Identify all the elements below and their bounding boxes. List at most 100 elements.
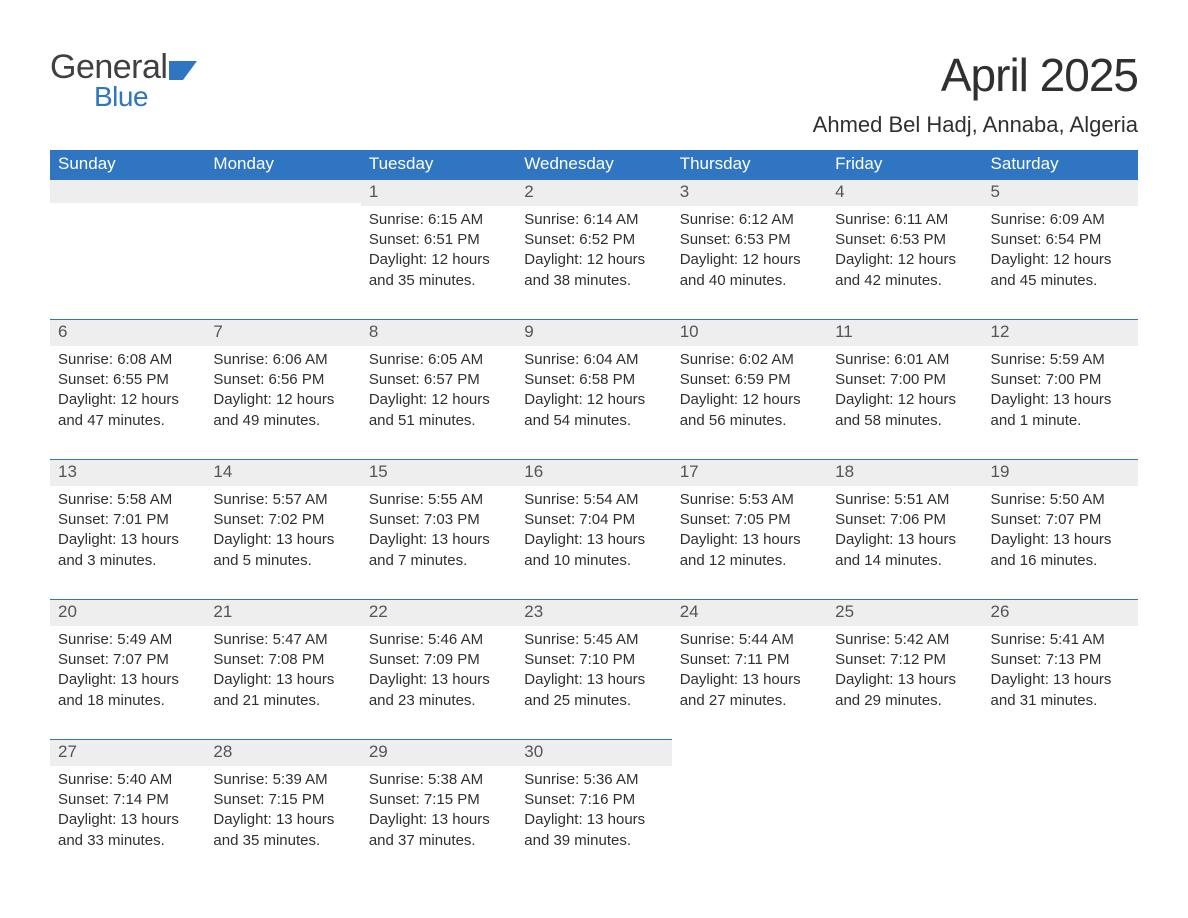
day-cell: 30Sunrise: 5:36 AMSunset: 7:16 PMDayligh… (516, 739, 671, 879)
day-details: Sunrise: 5:49 AMSunset: 7:07 PMDaylight:… (50, 626, 205, 719)
daylight-line2: and 21 minutes. (213, 691, 352, 711)
sunrise-text: Sunrise: 5:45 AM (524, 630, 663, 650)
daylight-line1: Daylight: 13 hours (213, 670, 352, 690)
day-details: Sunrise: 6:12 AMSunset: 6:53 PMDaylight:… (672, 206, 827, 299)
sunrise-text: Sunrise: 5:46 AM (369, 630, 508, 650)
daylight-line1: Daylight: 12 hours (680, 390, 819, 410)
dow-thursday: Thursday (672, 150, 827, 179)
day-cell: 8Sunrise: 6:05 AMSunset: 6:57 PMDaylight… (361, 319, 516, 459)
day-number: 7 (205, 319, 360, 346)
day-number: 15 (361, 459, 516, 486)
sunset-text: Sunset: 7:10 PM (524, 650, 663, 670)
day-details: Sunrise: 5:42 AMSunset: 7:12 PMDaylight:… (827, 626, 982, 719)
daylight-line1: Daylight: 13 hours (58, 810, 197, 830)
day-details: Sunrise: 5:39 AMSunset: 7:15 PMDaylight:… (205, 766, 360, 859)
day-cell: 7Sunrise: 6:06 AMSunset: 6:56 PMDaylight… (205, 319, 360, 459)
day-details: Sunrise: 6:04 AMSunset: 6:58 PMDaylight:… (516, 346, 671, 439)
daylight-line2: and 37 minutes. (369, 831, 508, 851)
day-cell: 27Sunrise: 5:40 AMSunset: 7:14 PMDayligh… (50, 739, 205, 879)
day-cell: 6Sunrise: 6:08 AMSunset: 6:55 PMDaylight… (50, 319, 205, 459)
day-cell: 12Sunrise: 5:59 AMSunset: 7:00 PMDayligh… (983, 319, 1138, 459)
sunrise-text: Sunrise: 6:09 AM (991, 210, 1130, 230)
month-title: April 2025 (813, 48, 1138, 102)
day-cell: 4Sunrise: 6:11 AMSunset: 6:53 PMDaylight… (827, 179, 982, 319)
day-details: Sunrise: 5:40 AMSunset: 7:14 PMDaylight:… (50, 766, 205, 859)
title-block: April 2025 Ahmed Bel Hadj, Annaba, Alger… (813, 48, 1138, 146)
logo-flag-icon (169, 58, 197, 80)
day-details: Sunrise: 5:58 AMSunset: 7:01 PMDaylight:… (50, 486, 205, 579)
sunrise-text: Sunrise: 5:54 AM (524, 490, 663, 510)
calendar-body: 1Sunrise: 6:15 AMSunset: 6:51 PMDaylight… (50, 179, 1138, 879)
daylight-line2: and 56 minutes. (680, 411, 819, 431)
day-cell: 23Sunrise: 5:45 AMSunset: 7:10 PMDayligh… (516, 599, 671, 739)
day-details: Sunrise: 5:44 AMSunset: 7:11 PMDaylight:… (672, 626, 827, 719)
sunset-text: Sunset: 6:55 PM (58, 370, 197, 390)
day-details: Sunrise: 6:11 AMSunset: 6:53 PMDaylight:… (827, 206, 982, 299)
day-cell: 3Sunrise: 6:12 AMSunset: 6:53 PMDaylight… (672, 179, 827, 319)
day-details: Sunrise: 5:47 AMSunset: 7:08 PMDaylight:… (205, 626, 360, 719)
sunrise-text: Sunrise: 5:53 AM (680, 490, 819, 510)
week-row: 1Sunrise: 6:15 AMSunset: 6:51 PMDaylight… (50, 179, 1138, 319)
day-number: 8 (361, 319, 516, 346)
daylight-line1: Daylight: 13 hours (680, 670, 819, 690)
day-cell: 9Sunrise: 6:04 AMSunset: 6:58 PMDaylight… (516, 319, 671, 459)
day-cell: 20Sunrise: 5:49 AMSunset: 7:07 PMDayligh… (50, 599, 205, 739)
day-cell: 29Sunrise: 5:38 AMSunset: 7:15 PMDayligh… (361, 739, 516, 879)
daylight-line2: and 16 minutes. (991, 551, 1130, 571)
day-details: Sunrise: 5:51 AMSunset: 7:06 PMDaylight:… (827, 486, 982, 579)
sunset-text: Sunset: 7:07 PM (58, 650, 197, 670)
sunrise-text: Sunrise: 5:50 AM (991, 490, 1130, 510)
day-cell: 10Sunrise: 6:02 AMSunset: 6:59 PMDayligh… (672, 319, 827, 459)
daylight-line1: Daylight: 12 hours (680, 250, 819, 270)
sunrise-text: Sunrise: 5:44 AM (680, 630, 819, 650)
day-number: 22 (361, 599, 516, 626)
daylight-line1: Daylight: 13 hours (58, 670, 197, 690)
daylight-line2: and 47 minutes. (58, 411, 197, 431)
daylight-line1: Daylight: 13 hours (524, 530, 663, 550)
sunrise-text: Sunrise: 5:41 AM (991, 630, 1130, 650)
day-number: 28 (205, 739, 360, 766)
daylight-line2: and 10 minutes. (524, 551, 663, 571)
sunrise-text: Sunrise: 5:47 AM (213, 630, 352, 650)
day-number (50, 179, 205, 203)
sunset-text: Sunset: 7:14 PM (58, 790, 197, 810)
daylight-line1: Daylight: 12 hours (835, 250, 974, 270)
day-cell: 17Sunrise: 5:53 AMSunset: 7:05 PMDayligh… (672, 459, 827, 599)
sunrise-text: Sunrise: 6:12 AM (680, 210, 819, 230)
sunset-text: Sunset: 6:52 PM (524, 230, 663, 250)
daylight-line1: Daylight: 12 hours (524, 250, 663, 270)
day-cell: 19Sunrise: 5:50 AMSunset: 7:07 PMDayligh… (983, 459, 1138, 599)
day-number: 1 (361, 179, 516, 206)
day-cell: 18Sunrise: 5:51 AMSunset: 7:06 PMDayligh… (827, 459, 982, 599)
sunrise-text: Sunrise: 5:42 AM (835, 630, 974, 650)
week-row: 6Sunrise: 6:08 AMSunset: 6:55 PMDaylight… (50, 319, 1138, 459)
daylight-line2: and 39 minutes. (524, 831, 663, 851)
day-cell: 28Sunrise: 5:39 AMSunset: 7:15 PMDayligh… (205, 739, 360, 879)
logo: General Blue (50, 48, 197, 113)
sunset-text: Sunset: 6:56 PM (213, 370, 352, 390)
day-details: Sunrise: 5:50 AMSunset: 7:07 PMDaylight:… (983, 486, 1138, 579)
daylight-line1: Daylight: 13 hours (835, 530, 974, 550)
day-number: 4 (827, 179, 982, 206)
daylight-line2: and 35 minutes. (213, 831, 352, 851)
day-details: Sunrise: 5:54 AMSunset: 7:04 PMDaylight:… (516, 486, 671, 579)
daylight-line1: Daylight: 13 hours (524, 670, 663, 690)
day-cell: 13Sunrise: 5:58 AMSunset: 7:01 PMDayligh… (50, 459, 205, 599)
sunrise-text: Sunrise: 5:39 AM (213, 770, 352, 790)
day-cell: 16Sunrise: 5:54 AMSunset: 7:04 PMDayligh… (516, 459, 671, 599)
day-cell: 24Sunrise: 5:44 AMSunset: 7:11 PMDayligh… (672, 599, 827, 739)
daylight-line2: and 54 minutes. (524, 411, 663, 431)
daylight-line2: and 45 minutes. (991, 271, 1130, 291)
sunset-text: Sunset: 7:16 PM (524, 790, 663, 810)
day-number (672, 739, 827, 763)
daylight-line2: and 1 minute. (991, 411, 1130, 431)
sunrise-text: Sunrise: 5:51 AM (835, 490, 974, 510)
day-cell: 11Sunrise: 6:01 AMSunset: 7:00 PMDayligh… (827, 319, 982, 459)
day-details: Sunrise: 5:41 AMSunset: 7:13 PMDaylight:… (983, 626, 1138, 719)
day-cell: 14Sunrise: 5:57 AMSunset: 7:02 PMDayligh… (205, 459, 360, 599)
daylight-line2: and 49 minutes. (213, 411, 352, 431)
day-number: 25 (827, 599, 982, 626)
day-cell: 25Sunrise: 5:42 AMSunset: 7:12 PMDayligh… (827, 599, 982, 739)
sunset-text: Sunset: 6:51 PM (369, 230, 508, 250)
day-details: Sunrise: 5:59 AMSunset: 7:00 PMDaylight:… (983, 346, 1138, 439)
